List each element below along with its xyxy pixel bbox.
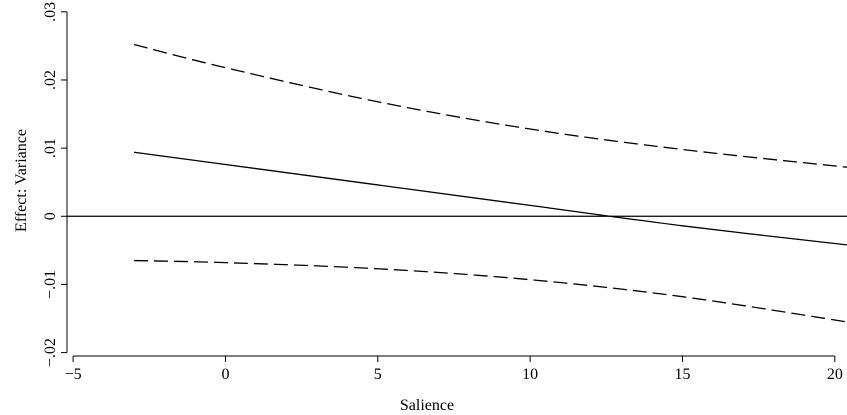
x-tick-label: −5 — [65, 366, 82, 383]
lower-bound-line — [134, 259, 847, 323]
y-tick-label: .01 — [42, 138, 59, 158]
y-axis-title: Effect: Variance — [13, 129, 30, 232]
x-axis-title: Salience — [400, 397, 454, 414]
x-tick-label: 5 — [374, 366, 382, 383]
x-tick-label: 20 — [827, 366, 843, 383]
x-ticks: −5 0 5 10 15 20 — [65, 356, 843, 383]
x-tick-label: 0 — [221, 366, 229, 383]
y-tick-label: 0 — [42, 212, 59, 220]
x-tick-label: 10 — [522, 366, 538, 383]
y-tick-label: −.02 — [42, 338, 59, 367]
y-tick-label: −.01 — [42, 270, 59, 299]
y-tick-label: .03 — [42, 2, 59, 22]
estimate-line — [133, 151, 847, 246]
y-ticks: −.02 −.01 0 .01 .02 .03 — [42, 2, 67, 367]
x-tick-label: 15 — [674, 366, 690, 383]
upper-bound-line — [133, 43, 847, 168]
y-tick-label: .02 — [42, 70, 59, 90]
series-group — [133, 43, 847, 323]
